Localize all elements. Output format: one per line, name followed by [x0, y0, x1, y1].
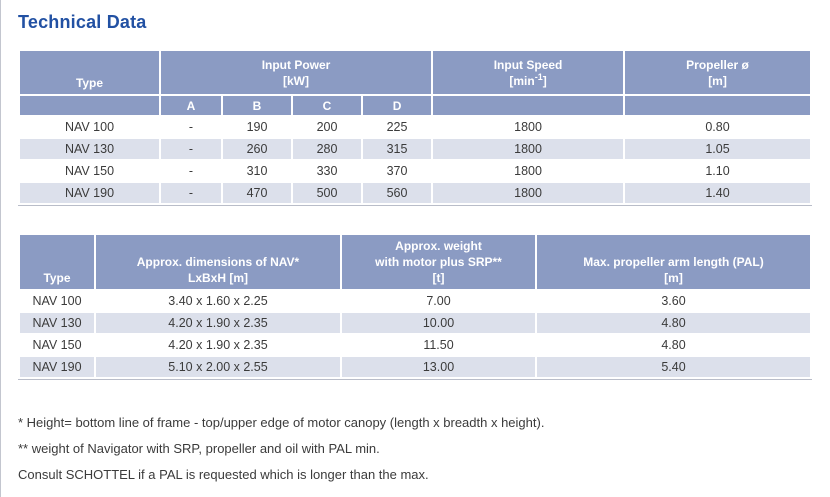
table-row: NAV 100 3.40 x 1.60 x 2.25 7.00 3.60 — [20, 291, 810, 311]
pal-label: Max. propeller arm length (PAL) — [583, 255, 764, 269]
cell-propeller: 1.10 — [625, 161, 810, 181]
cell-type: NAV 190 — [20, 357, 94, 377]
power-table-wrapper: Type Input Power [kW] Input Speed [min-1… — [18, 49, 812, 206]
input-power-unit: [kW] — [283, 73, 310, 88]
cell-pal: 3.60 — [537, 291, 810, 311]
dimensions-table: Type Approx. dimensions of NAV* LxBxH [m… — [18, 233, 812, 379]
weight-column-header: Approx. weight with motor plus SRP** [t] — [342, 235, 535, 289]
dimensions-table-header-row: Type Approx. dimensions of NAV* LxBxH [m… — [20, 235, 810, 289]
cell-power-b: 190 — [223, 117, 291, 137]
page-title: Technical Data — [18, 12, 147, 32]
propeller-unit: [m] — [708, 73, 727, 88]
dimensions-label: Approx. dimensions of NAV* — [136, 255, 300, 269]
footnote-height-definition: * Height= bottom line of frame - top/upp… — [18, 415, 545, 430]
cell-type: NAV 190 — [20, 183, 159, 203]
cell-power-a: - — [161, 183, 221, 203]
cell-type: NAV 150 — [20, 161, 159, 181]
cell-pal: 5.40 — [537, 357, 810, 377]
cell-power-a: - — [161, 117, 221, 137]
cell-type: NAV 130 — [20, 139, 159, 159]
cell-power-b: 260 — [223, 139, 291, 159]
input-power-label: Input Power — [261, 57, 331, 72]
cell-pal: 4.80 — [537, 313, 810, 333]
subcolumn-c-header: C — [293, 96, 361, 115]
power-table-subheader-row: A B C D — [20, 96, 810, 115]
cell-propeller: 0.80 — [625, 117, 810, 137]
empty-subheader-cell — [625, 96, 810, 115]
footnote-weight-definition: ** weight of Navigator with SRP, propell… — [18, 441, 380, 456]
cell-power-c: 200 — [293, 117, 361, 137]
footnote-consult-schottel: Consult SCHOTTEL if a PAL is requested w… — [18, 467, 429, 482]
cell-power-c: 500 — [293, 183, 361, 203]
cell-power-d: 560 — [363, 183, 432, 203]
table-row: NAV 130 4.20 x 1.90 x 2.35 10.00 4.80 — [20, 313, 810, 333]
cell-type: NAV 130 — [20, 313, 94, 333]
cell-dimensions: 3.40 x 1.60 x 2.25 — [96, 291, 340, 311]
dimensions-unit: LxBxH [m] — [187, 271, 248, 285]
weight-label-line2: with motor plus SRP** — [375, 255, 502, 269]
power-table: Type Input Power [kW] Input Speed [min-1… — [18, 49, 812, 205]
input-speed-column-header: Input Speed [min-1] — [433, 51, 624, 94]
cell-power-b: 470 — [223, 183, 291, 203]
cell-propeller: 1.05 — [625, 139, 810, 159]
cell-power-b: 310 — [223, 161, 291, 181]
table-row: NAV 100 - 190 200 225 1800 0.80 — [20, 117, 810, 137]
cell-propeller: 1.40 — [625, 183, 810, 203]
cell-power-d: 225 — [363, 117, 432, 137]
propeller-label: Propeller ø — [686, 57, 749, 72]
dimensions-table-wrapper: Type Approx. dimensions of NAV* LxBxH [m… — [18, 233, 812, 380]
cell-weight: 11.50 — [342, 335, 535, 355]
type-column-header: Type — [20, 51, 159, 94]
dimensions-column-header: Approx. dimensions of NAV* LxBxH [m] — [96, 235, 340, 289]
cell-weight: 13.00 — [342, 357, 535, 377]
input-speed-unit: [min-1] — [509, 71, 547, 88]
cell-weight: 7.00 — [342, 291, 535, 311]
cell-power-a: - — [161, 161, 221, 181]
table-row: NAV 190 5.10 x 2.00 x 2.55 13.00 5.40 — [20, 357, 810, 377]
cell-type: NAV 100 — [20, 117, 159, 137]
cell-pal: 4.80 — [537, 335, 810, 355]
cell-dimensions: 4.20 x 1.90 x 2.35 — [96, 313, 340, 333]
table-row: NAV 190 - 470 500 560 1800 1.40 — [20, 183, 810, 203]
cell-weight: 10.00 — [342, 313, 535, 333]
pal-unit: [m] — [664, 271, 683, 285]
input-power-column-header: Input Power [kW] — [161, 51, 432, 94]
cell-power-d: 315 — [363, 139, 432, 159]
power-table-header-row: Type Input Power [kW] Input Speed [min-1… — [20, 51, 810, 94]
cell-speed: 1800 — [433, 183, 624, 203]
input-speed-label: Input Speed — [493, 57, 563, 72]
weight-label-line1: Approx. weight — [395, 239, 482, 253]
subcolumn-a-header: A — [161, 96, 221, 115]
subcolumn-d-header: D — [363, 96, 432, 115]
table-row: NAV 130 - 260 280 315 1800 1.05 — [20, 139, 810, 159]
table-row: NAV 150 4.20 x 1.90 x 2.35 11.50 4.80 — [20, 335, 810, 355]
propeller-column-header: Propeller ø [m] — [625, 51, 810, 94]
cell-type: NAV 150 — [20, 335, 94, 355]
cell-dimensions: 5.10 x 2.00 x 2.55 — [96, 357, 340, 377]
footnotes: * Height= bottom line of frame - top/upp… — [18, 410, 812, 488]
cell-speed: 1800 — [433, 161, 624, 181]
cell-speed: 1800 — [433, 117, 624, 137]
type-column-header: Type — [20, 235, 94, 289]
cell-power-d: 370 — [363, 161, 432, 181]
cell-speed: 1800 — [433, 139, 624, 159]
pal-column-header: Max. propeller arm length (PAL) [m] — [537, 235, 810, 289]
empty-subheader-cell — [433, 96, 624, 115]
cell-type: NAV 100 — [20, 291, 94, 311]
cell-dimensions: 4.20 x 1.90 x 2.35 — [96, 335, 340, 355]
cell-power-c: 330 — [293, 161, 361, 181]
weight-unit: [t] — [432, 271, 445, 285]
empty-subheader-cell — [20, 96, 159, 115]
superscript: -1 — [534, 71, 543, 82]
subcolumn-b-header: B — [223, 96, 291, 115]
cell-power-a: - — [161, 139, 221, 159]
table-row: NAV 150 - 310 330 370 1800 1.10 — [20, 161, 810, 181]
cell-power-c: 280 — [293, 139, 361, 159]
